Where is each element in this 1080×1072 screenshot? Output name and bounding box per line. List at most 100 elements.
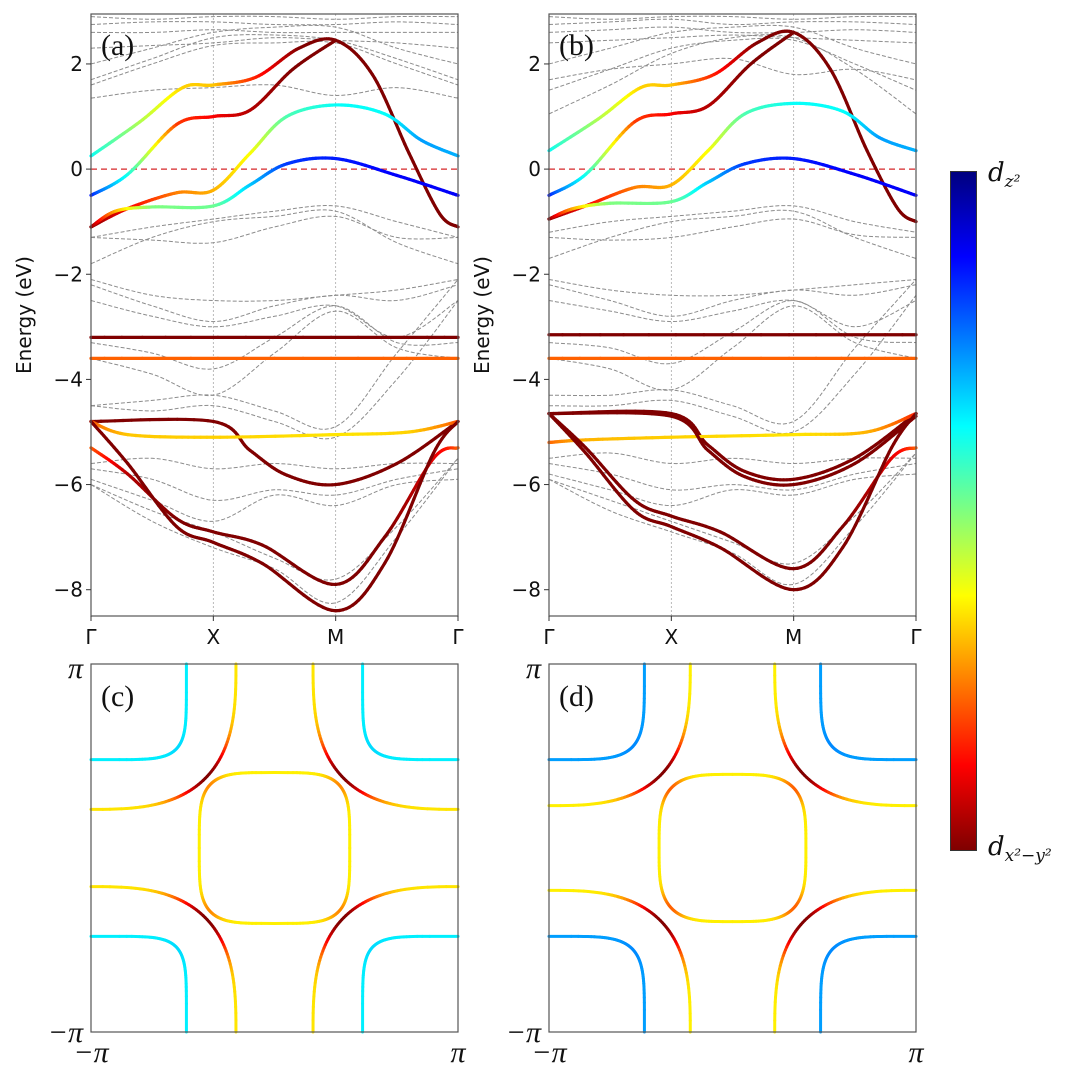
background-band <box>90 15 458 20</box>
y-tick-label: 2 <box>70 52 83 76</box>
projected-band <box>547 411 918 445</box>
x-tick-label: Γ <box>910 625 922 649</box>
x-tick-label: π <box>450 1036 466 1069</box>
y-tick-label: −8 <box>54 578 83 602</box>
background-band <box>90 34 459 81</box>
projected-band <box>547 30 796 197</box>
fermi-contour-corner-arc <box>547 662 918 1034</box>
background-band <box>548 473 917 507</box>
projected-band <box>547 411 918 592</box>
background-band <box>548 18 917 26</box>
panel-label: (c) <box>101 680 134 713</box>
projected-band <box>547 29 918 224</box>
background-band <box>548 218 916 241</box>
y-tick-label: −6 <box>512 473 541 497</box>
y-tick-label: −6 <box>54 473 83 497</box>
y-axis-label: Energy (eV) <box>470 256 494 374</box>
background-band <box>548 299 917 328</box>
background-band <box>548 452 917 586</box>
background-band <box>90 300 459 440</box>
x-tick-label: X <box>664 625 678 649</box>
band-segment <box>332 38 338 43</box>
fermi-contour-corner-pocket <box>89 662 460 1034</box>
fermi-contour-corner-pocket <box>547 662 918 1034</box>
projected-band <box>89 419 460 613</box>
panel-label: (d) <box>559 680 594 713</box>
panel-label: (a) <box>101 29 134 62</box>
background-band <box>90 468 459 502</box>
fermi-contour-center-pocket <box>197 771 352 925</box>
background-band <box>548 15 916 20</box>
y-tick-label: −π <box>506 1016 542 1049</box>
background-band <box>548 299 917 365</box>
y-tick-label: π <box>526 652 542 685</box>
x-tick-label: X <box>206 625 220 649</box>
projected-band <box>89 417 460 487</box>
background-band <box>549 279 917 425</box>
band-panel-b <box>544 13 918 621</box>
x-tick-label: π <box>908 1036 924 1069</box>
background-band <box>548 284 917 317</box>
colorbar-bottom-label: dx²−y² <box>988 832 1052 866</box>
projected-band <box>547 411 918 487</box>
background-band <box>548 452 917 565</box>
projected-band <box>547 101 918 221</box>
colorbar-bottom-label-main: d <box>988 832 1005 862</box>
background-band <box>90 457 459 581</box>
band-segment <box>790 30 796 36</box>
background-band <box>90 40 459 86</box>
y-tick-label: −π <box>48 1016 84 1049</box>
y-tick-label: −4 <box>54 367 83 391</box>
x-tick-label: M <box>785 625 802 649</box>
background-band <box>548 57 917 81</box>
fermi-contour-corner-arc <box>89 662 460 1034</box>
colorbar-top-label-sub: z² <box>1004 172 1021 193</box>
y-tick-label: −2 <box>54 262 83 286</box>
x-tick-label: M <box>327 625 344 649</box>
background-band <box>90 21 459 26</box>
projected-band <box>89 156 460 229</box>
background-band <box>90 279 459 430</box>
background-band <box>90 37 459 49</box>
projected-band <box>89 419 460 439</box>
background-band <box>548 305 917 391</box>
colorbar <box>950 171 977 851</box>
background-band <box>548 37 917 91</box>
background-band <box>90 204 459 238</box>
colorbar-top-label: dz² <box>988 158 1020 192</box>
background-band <box>548 24 917 65</box>
fermi-surface-panel-d <box>547 662 918 1034</box>
y-tick-label: 0 <box>528 157 541 181</box>
x-tick-label: Γ <box>543 625 555 649</box>
background-band <box>90 300 459 338</box>
background-band <box>548 205 917 233</box>
background-band <box>548 209 917 259</box>
projected-band <box>89 37 460 229</box>
fermi-surface-panel-c <box>89 662 460 1034</box>
y-axis-label: Energy (eV) <box>12 256 36 374</box>
projected-band <box>547 156 918 221</box>
x-tick-label: Γ <box>452 625 464 649</box>
y-tick-label: −2 <box>512 262 541 286</box>
background-band <box>548 26 917 34</box>
background-band <box>90 24 459 65</box>
plot-frame <box>90 13 459 617</box>
background-band <box>90 279 459 302</box>
background-band <box>90 84 459 99</box>
projected-band <box>89 38 338 197</box>
background-band <box>91 29 458 34</box>
background-band <box>548 279 917 297</box>
background-band <box>90 209 459 265</box>
background-band <box>90 310 459 397</box>
y-tick-label: 0 <box>70 157 83 181</box>
x-tick-label: −π <box>73 1036 109 1069</box>
y-tick-label: π <box>68 652 84 685</box>
y-tick-label: 2 <box>528 52 541 76</box>
plot-frame <box>548 663 917 1033</box>
background-band <box>90 284 459 323</box>
background-band <box>90 457 459 605</box>
background-band <box>549 294 917 435</box>
projected-band <box>547 411 918 571</box>
x-tick-label: −π <box>531 1036 567 1069</box>
